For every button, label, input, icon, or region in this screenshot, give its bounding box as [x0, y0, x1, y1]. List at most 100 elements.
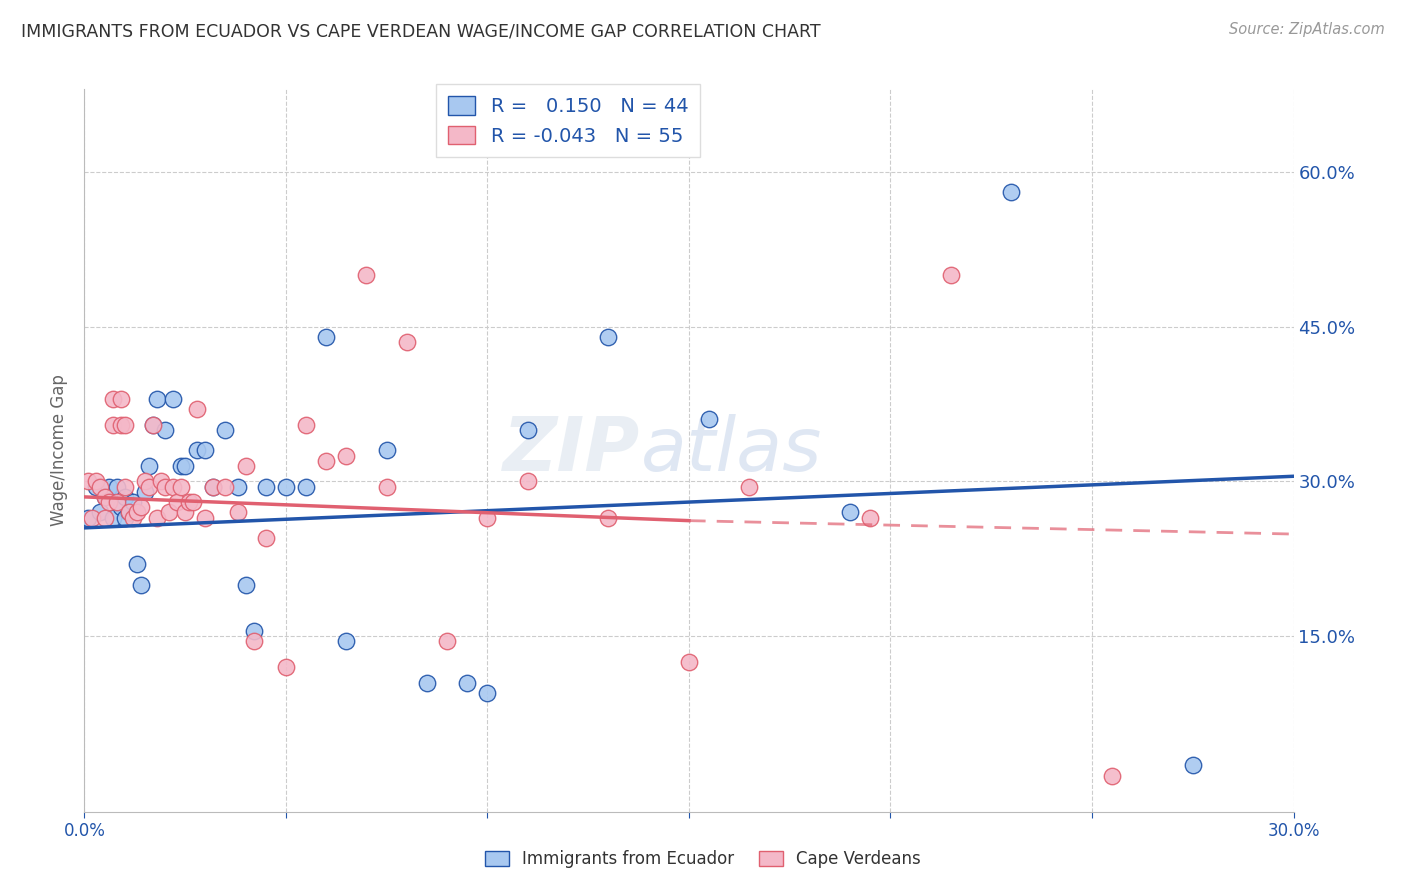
- Point: [697, 412, 720, 426]
- Point: [315, 454, 337, 468]
- Point: [121, 510, 143, 524]
- Point: [416, 675, 439, 690]
- Point: [242, 634, 264, 648]
- Point: [1000, 186, 1022, 200]
- Point: [110, 417, 132, 432]
- Point: [678, 655, 700, 669]
- Point: [295, 417, 318, 432]
- Point: [254, 480, 277, 494]
- Text: IMMIGRANTS FROM ECUADOR VS CAPE VERDEAN WAGE/INCOME GAP CORRELATION CHART: IMMIGRANTS FROM ECUADOR VS CAPE VERDEAN …: [21, 22, 821, 40]
- Point: [859, 510, 882, 524]
- Point: [436, 634, 458, 648]
- Point: [114, 480, 136, 494]
- Point: [456, 675, 478, 690]
- Point: [477, 510, 499, 524]
- Point: [125, 505, 148, 519]
- Point: [153, 423, 176, 437]
- Point: [598, 330, 620, 344]
- Point: [162, 392, 184, 406]
- Point: [86, 480, 108, 494]
- Point: [114, 417, 136, 432]
- Point: [254, 531, 277, 545]
- Point: [356, 268, 378, 282]
- Point: [89, 480, 111, 494]
- Point: [226, 505, 249, 519]
- Point: [375, 480, 398, 494]
- Point: [129, 577, 152, 591]
- Point: [839, 505, 862, 519]
- Point: [274, 480, 297, 494]
- Point: [93, 490, 115, 504]
- Point: [114, 490, 136, 504]
- Point: [202, 480, 225, 494]
- Point: [134, 475, 156, 489]
- Point: [274, 660, 297, 674]
- Point: [174, 505, 197, 519]
- Point: [105, 495, 128, 509]
- Point: [738, 480, 761, 494]
- Point: [166, 495, 188, 509]
- Point: [395, 334, 418, 349]
- Point: [598, 510, 620, 524]
- Point: [97, 495, 120, 509]
- Point: [101, 392, 124, 406]
- Point: [335, 634, 357, 648]
- Point: [138, 458, 160, 473]
- Point: [110, 500, 132, 515]
- Point: [1181, 758, 1204, 772]
- Point: [82, 510, 104, 524]
- Point: [375, 443, 398, 458]
- Point: [186, 443, 208, 458]
- Point: [97, 480, 120, 494]
- Point: [129, 500, 152, 515]
- Point: [86, 475, 108, 489]
- Point: [125, 557, 148, 571]
- Point: [242, 624, 264, 639]
- Point: [1101, 769, 1123, 783]
- Point: [105, 480, 128, 494]
- Point: [142, 417, 165, 432]
- Point: [101, 510, 124, 524]
- Point: [179, 495, 201, 509]
- Point: [101, 417, 124, 432]
- Point: [226, 480, 249, 494]
- Point: [93, 510, 115, 524]
- Point: [138, 480, 160, 494]
- Point: [93, 490, 115, 504]
- Y-axis label: Wage/Income Gap: Wage/Income Gap: [51, 375, 69, 526]
- Point: [89, 505, 111, 519]
- Point: [939, 268, 962, 282]
- Text: atlas: atlas: [641, 415, 823, 486]
- Point: [186, 402, 208, 417]
- Point: [315, 330, 337, 344]
- Point: [121, 495, 143, 509]
- Point: [194, 443, 217, 458]
- Point: [477, 686, 499, 700]
- Point: [335, 449, 357, 463]
- Point: [118, 505, 141, 519]
- Point: [174, 458, 197, 473]
- Point: [235, 458, 257, 473]
- Point: [214, 423, 236, 437]
- Point: [149, 475, 172, 489]
- Point: [170, 480, 193, 494]
- Point: [295, 480, 318, 494]
- Point: [157, 505, 180, 519]
- Point: [118, 505, 141, 519]
- Point: [77, 475, 100, 489]
- Point: [181, 495, 204, 509]
- Point: [110, 392, 132, 406]
- Point: [77, 510, 100, 524]
- Text: Source: ZipAtlas.com: Source: ZipAtlas.com: [1229, 22, 1385, 37]
- Legend: R =   0.150   N = 44, R = -0.043   N = 55: R = 0.150 N = 44, R = -0.043 N = 55: [436, 85, 700, 157]
- Point: [214, 480, 236, 494]
- Text: ZIP: ZIP: [503, 414, 641, 487]
- Point: [162, 480, 184, 494]
- Point: [235, 577, 257, 591]
- Point: [516, 475, 538, 489]
- Point: [134, 484, 156, 499]
- Point: [114, 510, 136, 524]
- Point: [516, 423, 538, 437]
- Point: [146, 392, 169, 406]
- Legend: Immigrants from Ecuador, Cape Verdeans: Immigrants from Ecuador, Cape Verdeans: [478, 844, 928, 875]
